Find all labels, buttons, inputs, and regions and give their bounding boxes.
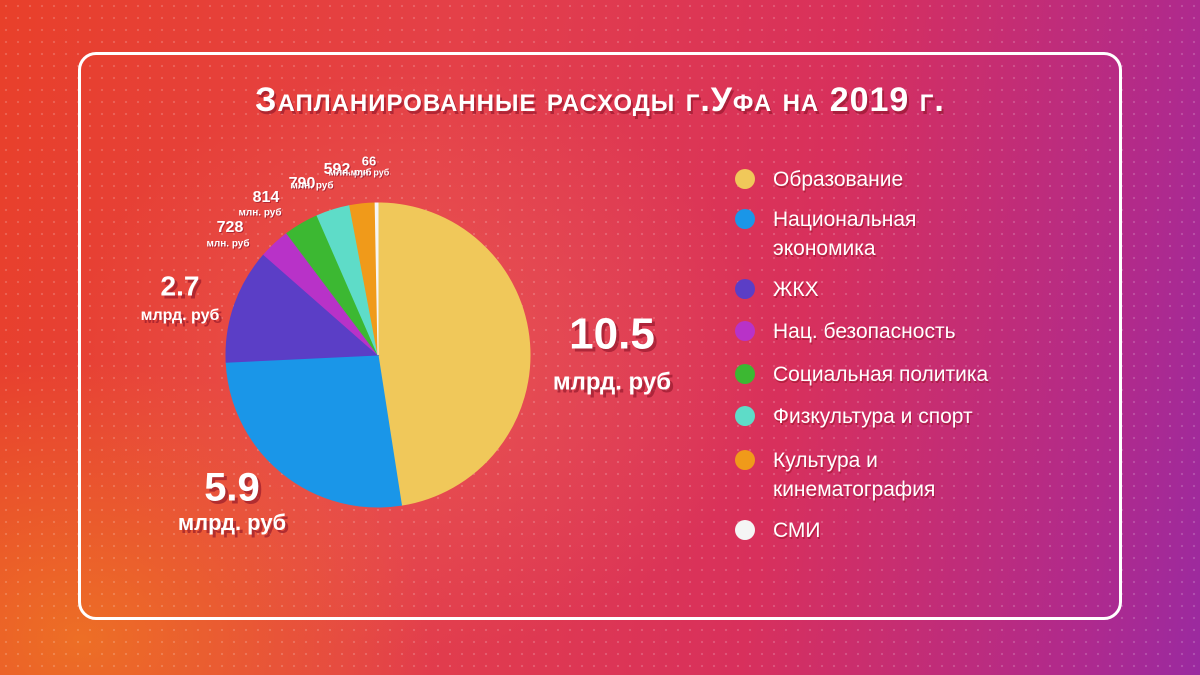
legend-label: Национальная экономика bbox=[773, 208, 917, 260]
data-label-unit: млн. руб bbox=[238, 207, 281, 219]
legend-swatch bbox=[735, 279, 755, 299]
data-label: 10.5 bbox=[569, 310, 655, 359]
legend-swatch bbox=[735, 406, 755, 426]
data-label: 790 bbox=[289, 175, 316, 192]
legend-label: Социальная политика bbox=[773, 363, 989, 386]
pie-slice bbox=[374, 202, 379, 356]
data-label-unit: млрд. руб bbox=[178, 510, 286, 535]
legend-swatch bbox=[735, 520, 755, 540]
chart-title: Запланированные расходы г.Уфа на 2019 г. bbox=[255, 81, 945, 119]
frame bbox=[78, 52, 1122, 620]
data-label-unit: млн. руб bbox=[328, 167, 371, 179]
data-label-unit: млн. руб bbox=[206, 238, 249, 250]
data-label-unit: млрд. руб bbox=[553, 368, 671, 395]
legend-swatch bbox=[735, 209, 755, 229]
legend-swatch bbox=[735, 321, 755, 341]
data-label: 5.9 bbox=[204, 466, 260, 510]
data-label-unit: млрд. руб bbox=[141, 307, 220, 324]
legend-label: ЖКХ bbox=[773, 278, 819, 301]
legend-label: Физкультура и спорт bbox=[773, 405, 973, 428]
legend-swatch bbox=[735, 364, 755, 384]
legend-swatch bbox=[735, 450, 755, 470]
legend-label: Образование bbox=[773, 168, 904, 191]
data-label: 66 bbox=[362, 153, 376, 168]
pie-slice bbox=[377, 202, 531, 506]
data-label-unit: млн. руб bbox=[351, 167, 390, 177]
pie-slice bbox=[225, 354, 403, 508]
legend-swatch bbox=[735, 169, 755, 189]
data-label: 2.7 bbox=[161, 270, 200, 301]
data-label: 728 bbox=[217, 219, 244, 236]
data-label: 814 bbox=[253, 189, 280, 206]
legend-label: Культура и кинематография bbox=[773, 449, 936, 501]
data-label: 592 bbox=[324, 161, 351, 178]
legend-label: Нац. безопасность bbox=[773, 320, 956, 343]
pie-slice bbox=[225, 254, 380, 363]
data-label-unit: млн. руб bbox=[290, 180, 333, 192]
legend-label: СМИ bbox=[773, 519, 821, 542]
